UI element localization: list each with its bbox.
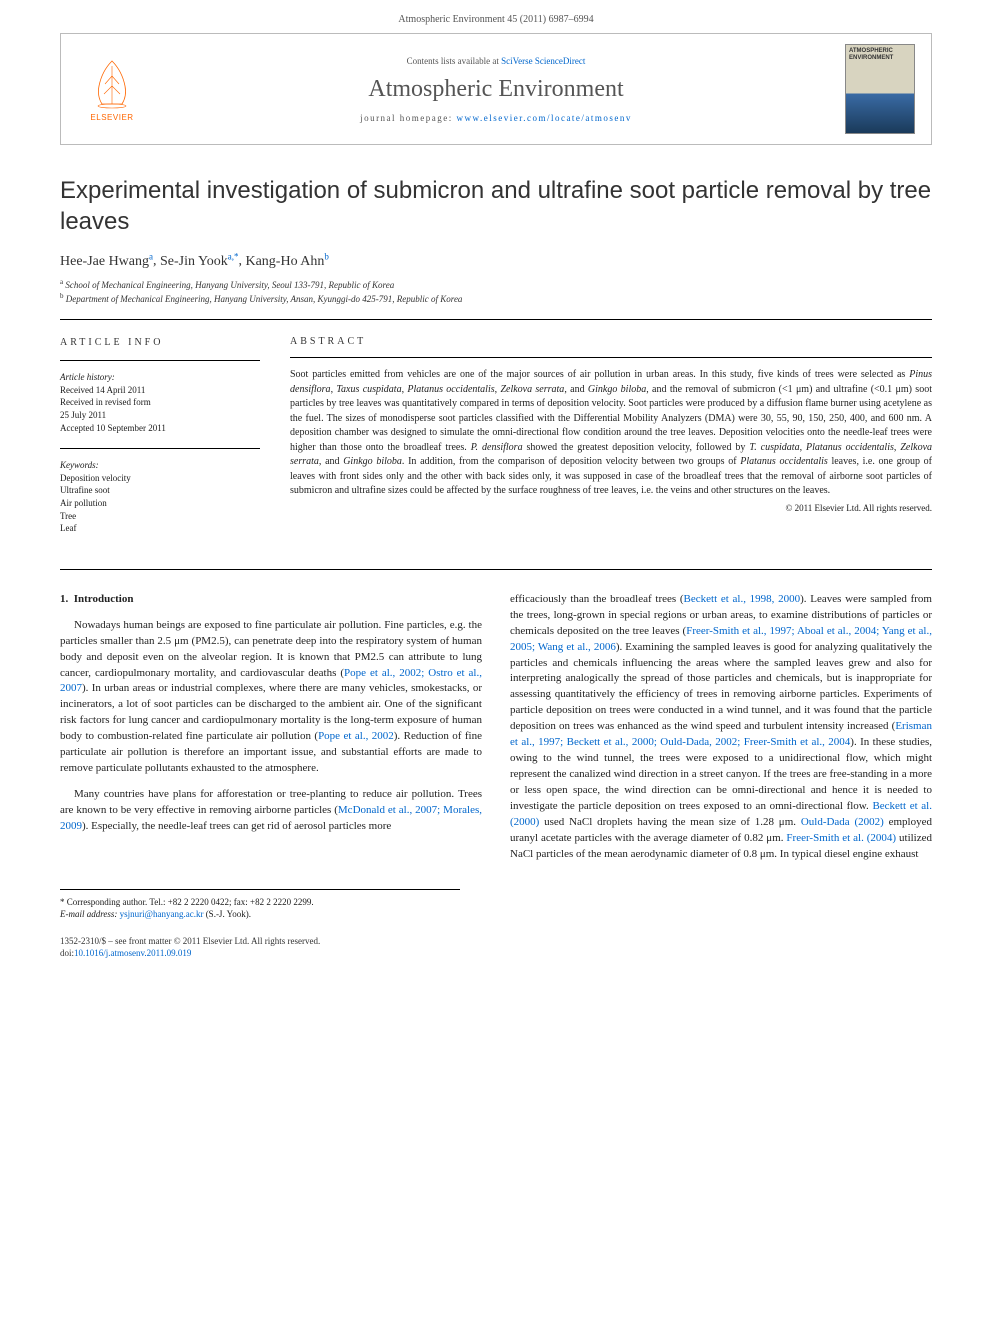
contents-line: Contents lists available at SciVerse Sci… — [157, 56, 835, 66]
elsevier-tree-icon — [87, 56, 137, 111]
homepage-line: journal homepage: www.elsevier.com/locat… — [157, 113, 835, 123]
citation-link[interactable]: Beckett et al., 1998, 2000 — [684, 593, 801, 605]
abstract-block: ABSTRACT Soot particles emitted from veh… — [290, 336, 932, 549]
citation-link[interactable]: Pope et al., 2002 — [318, 730, 394, 742]
journal-cover-thumbnail: ATMOSPHERIC ENVIRONMENT — [845, 44, 915, 134]
keywords-block: Keywords: Deposition velocity Ultrafine … — [60, 459, 260, 535]
author: Se-Jin Yooka,* — [160, 254, 238, 269]
homepage-link[interactable]: www.elsevier.com/locate/atmosenv — [457, 113, 632, 123]
email-link[interactable]: ysjnuri@hanyang.ac.kr — [120, 909, 204, 919]
info-abstract-row: ARTICLE INFO Article history: Received 1… — [60, 336, 932, 549]
abstract-text: Soot particles emitted from vehicles are… — [290, 368, 932, 499]
running-header: Atmospheric Environment 45 (2011) 6987–6… — [0, 0, 992, 33]
article-title: Experimental investigation of submicron … — [60, 175, 932, 237]
affiliation: b Department of Mechanical Engineering, … — [60, 292, 932, 306]
issn-line: 1352-2310/$ – see front matter © 2011 El… — [60, 935, 932, 948]
corr-author-line: * Corresponding author. Tel.: +82 2 2220… — [60, 896, 460, 909]
article-history: Article history: Received 14 April 2011 … — [60, 371, 260, 434]
corresponding-footnote: * Corresponding author. Tel.: +82 2 2220… — [60, 889, 460, 921]
journal-name: Atmospheric Environment — [157, 76, 835, 103]
section-heading: 1. Introduction — [60, 592, 482, 608]
citation-link[interactable]: Ould-Dada (2002) — [801, 816, 884, 828]
banner-center: Contents lists available at SciVerse Sci… — [147, 56, 845, 123]
author-list: Hee-Jae Hwanga, Se-Jin Yooka,*, Kang-Ho … — [60, 251, 932, 270]
author: Hee-Jae Hwanga — [60, 254, 153, 269]
affiliation: a School of Mechanical Engineering, Hany… — [60, 278, 932, 292]
article-info: ARTICLE INFO Article history: Received 1… — [60, 336, 260, 549]
scidirect-link[interactable]: SciVerse ScienceDirect — [501, 56, 585, 66]
doi-line: doi:10.1016/j.atmosenv.2011.09.019 — [60, 947, 932, 960]
body-paragraph: Many countries have plans for afforestat… — [60, 787, 482, 835]
column-left: 1. Introduction Nowadays human beings ar… — [60, 592, 482, 873]
elsevier-label: ELSEVIER — [90, 113, 133, 122]
cover-title: ATMOSPHERIC ENVIRONMENT — [849, 48, 911, 61]
doi-link[interactable]: 10.1016/j.atmosenv.2011.09.019 — [74, 948, 191, 958]
article-info-heading: ARTICLE INFO — [60, 336, 260, 350]
body-columns: 1. Introduction Nowadays human beings ar… — [60, 592, 932, 873]
column-right: efficaciously than the broadleaf trees (… — [510, 592, 932, 873]
abstract-heading: ABSTRACT — [290, 336, 932, 347]
email-line: E-mail address: ysjnuri@hanyang.ac.kr (S… — [60, 908, 460, 921]
footer: 1352-2310/$ – see front matter © 2011 El… — [60, 935, 932, 960]
journal-banner: ELSEVIER Contents lists available at Sci… — [60, 33, 932, 145]
affiliations: a School of Mechanical Engineering, Hany… — [60, 278, 932, 305]
body-paragraph: efficaciously than the broadleaf trees (… — [510, 592, 932, 863]
body-paragraph: Nowadays human beings are exposed to fin… — [60, 618, 482, 777]
rule-bottom — [60, 569, 932, 570]
author: Kang-Ho Ahnb — [245, 254, 328, 269]
citation-text: Atmospheric Environment 45 (2011) 6987–6… — [398, 14, 593, 25]
citation-link[interactable]: Freer-Smith et al. (2004) — [786, 832, 896, 844]
elsevier-logo[interactable]: ELSEVIER — [77, 49, 147, 129]
abstract-copyright: © 2011 Elsevier Ltd. All rights reserved… — [290, 503, 932, 513]
rule-top — [60, 319, 932, 320]
